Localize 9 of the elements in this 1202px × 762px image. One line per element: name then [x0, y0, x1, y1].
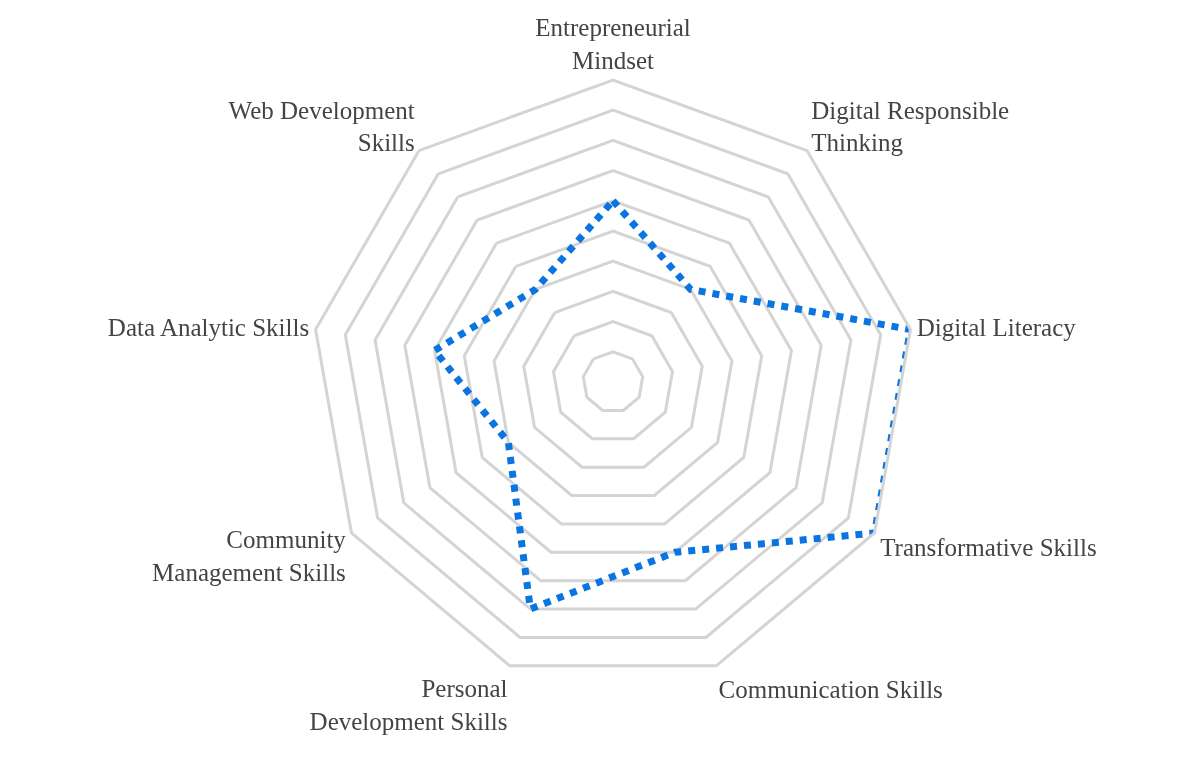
spoke-label: Communication Skills	[718, 676, 943, 704]
spoke-label: Entrepreneurial Mindset	[535, 14, 691, 74]
spoke-label: Transformative Skills	[880, 534, 1097, 562]
spoke-label: Digital Responsible Thinking	[811, 96, 1010, 157]
spoke-label: Data Analytic Skills	[107, 314, 310, 342]
spoke-label: Personal Development Skills	[309, 675, 508, 735]
spoke-label: Web Development Skills	[228, 96, 415, 157]
spoke-label: Digital Literacy	[916, 314, 1077, 342]
spoke-label: Community Management Skills	[152, 526, 347, 586]
